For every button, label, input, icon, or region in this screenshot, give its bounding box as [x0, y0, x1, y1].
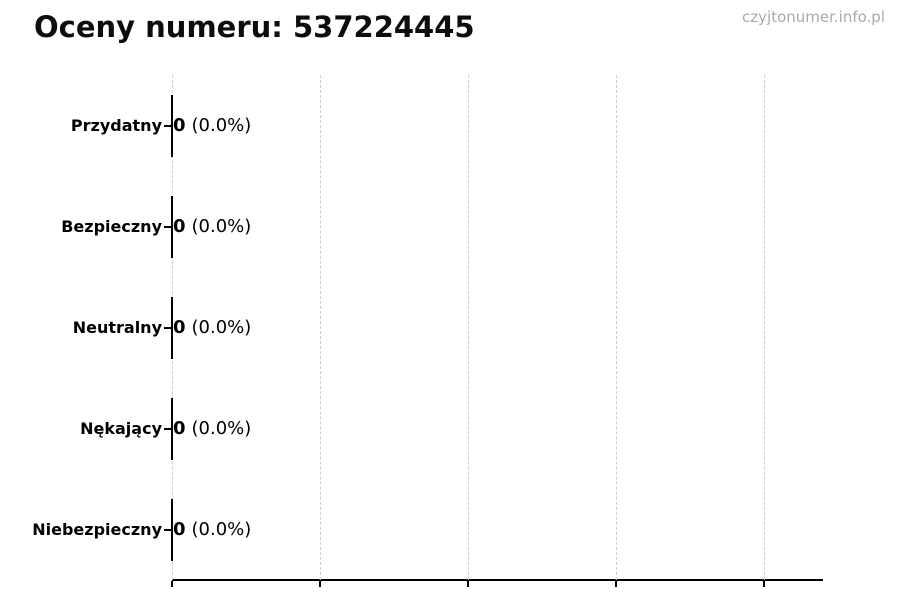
- bar-value-label: 0 (0.0%): [173, 417, 251, 441]
- y-axis-tick: [164, 327, 172, 329]
- bar-value-percent: (0.0%): [191, 115, 252, 136]
- zero-bar: [171, 196, 173, 258]
- x-axis-tick: [171, 581, 173, 587]
- category-label: Bezpieczny: [61, 217, 162, 236]
- category-label: Nękający: [80, 419, 162, 438]
- bar-value-percent: (0.0%): [191, 317, 252, 338]
- x-axis-tick: [467, 581, 469, 587]
- zero-bar: [171, 297, 173, 359]
- zero-bar: [171, 499, 173, 561]
- x-axis-tick: [615, 581, 617, 587]
- y-axis-tick: [164, 226, 172, 228]
- gridline: [320, 75, 321, 580]
- bar-value-percent: (0.0%): [191, 519, 252, 540]
- zero-bar: [171, 95, 173, 157]
- category-label: Niebezpieczny: [32, 520, 162, 539]
- category-label: Neutralny: [72, 318, 162, 337]
- bar-value-percent: (0.0%): [191, 216, 252, 237]
- chart-title: Oceny numeru: 537224445: [34, 10, 475, 44]
- bar-value-label: 0 (0.0%): [173, 114, 251, 138]
- bar-value-label: 0 (0.0%): [173, 518, 251, 542]
- watermark: czyjtonumer.info.pl: [742, 8, 885, 26]
- bar-value-count: 0: [173, 519, 186, 540]
- y-axis-tick: [164, 529, 172, 531]
- x-axis-line: [172, 579, 823, 581]
- y-axis-tick: [164, 125, 172, 127]
- bar-value-label: 0 (0.0%): [173, 316, 251, 340]
- y-axis-tick: [164, 428, 172, 430]
- gridline: [468, 75, 469, 580]
- bar-value-count: 0: [173, 418, 186, 439]
- category-label: Przydatny: [70, 116, 162, 135]
- bar-value-label: 0 (0.0%): [173, 215, 251, 239]
- zero-bar: [171, 398, 173, 460]
- bar-value-count: 0: [173, 216, 186, 237]
- bar-value-count: 0: [173, 115, 186, 136]
- bar-value-count: 0: [173, 317, 186, 338]
- gridline: [616, 75, 617, 580]
- bar-value-percent: (0.0%): [191, 418, 252, 439]
- plot-area: [171, 75, 823, 587]
- x-axis-tick: [763, 581, 765, 587]
- gridline: [764, 75, 765, 580]
- x-axis-tick: [319, 581, 321, 587]
